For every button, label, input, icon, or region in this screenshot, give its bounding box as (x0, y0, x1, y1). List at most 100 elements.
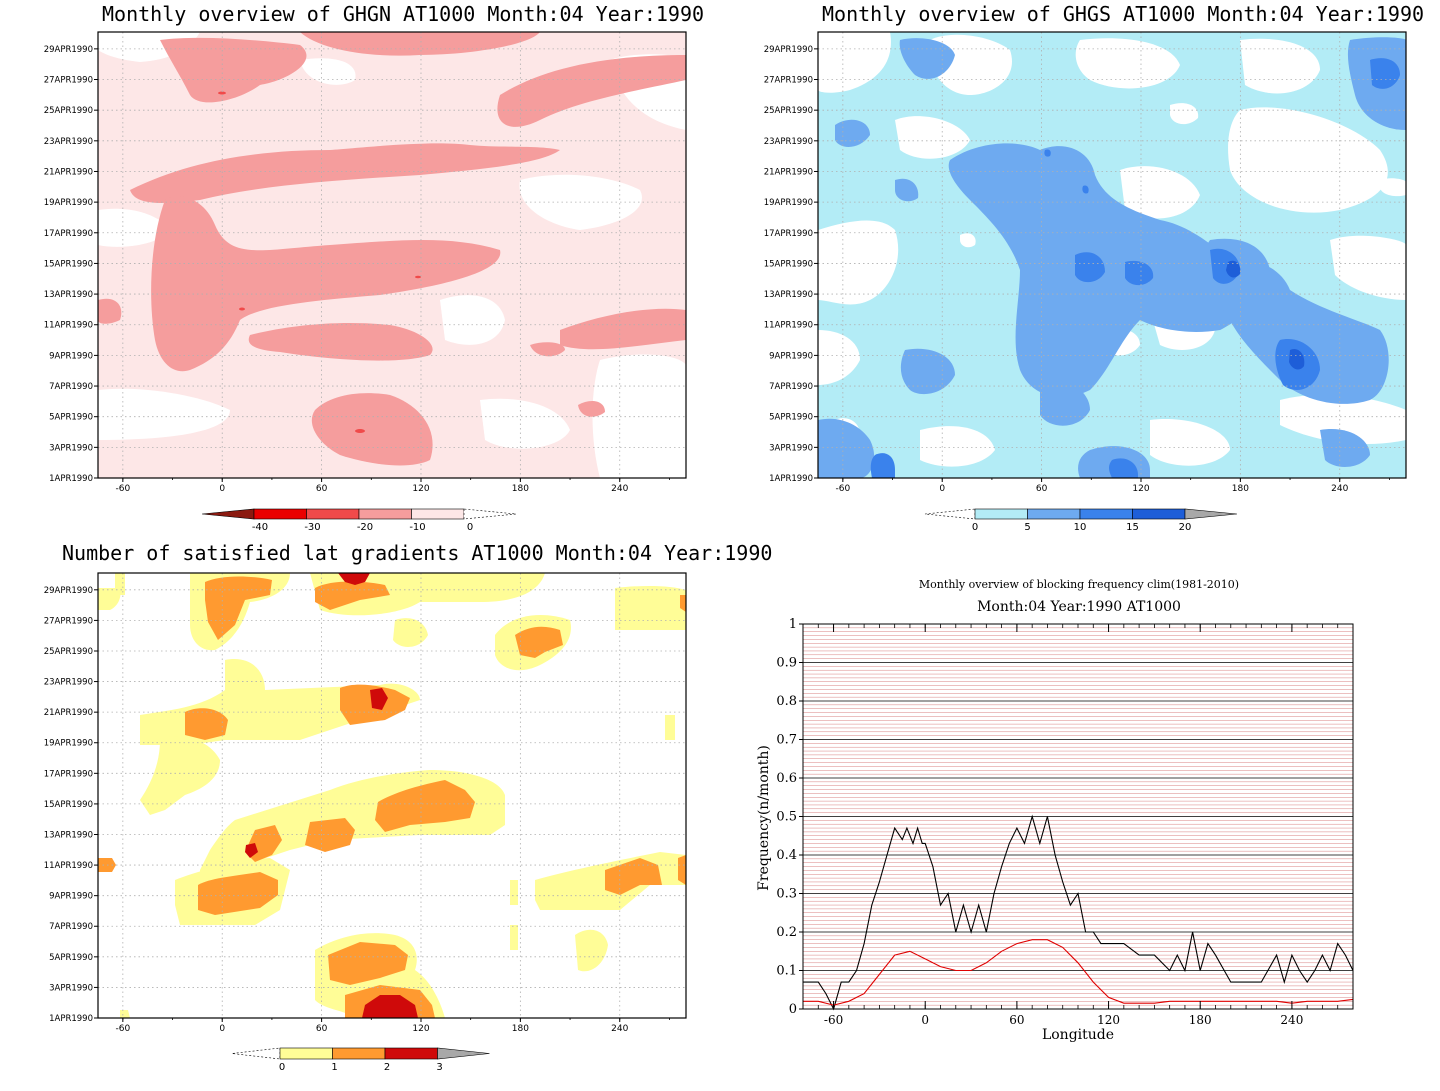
colorbar-label: -30 (304, 522, 320, 533)
panel-title-ghgn: Monthly overview of GHGN AT1000 Month:04… (102, 2, 705, 26)
colorbar-block (332, 1047, 386, 1060)
y-tick-label: 19APR1990 (44, 198, 93, 208)
x-tick-label: 120 (412, 1024, 429, 1034)
colorbar-extend-left (201, 508, 255, 520)
ghgn-colorbar: -40 -30 -20 -10 0 (201, 508, 517, 533)
colorbar-label: 15 (1126, 522, 1139, 533)
colorbar-block (1079, 508, 1133, 520)
colorbar-block (1027, 508, 1081, 520)
colorbar-label: -10 (409, 522, 425, 533)
y-tick-label: 0.1 (776, 964, 797, 979)
colorbar-extend-left (231, 1047, 281, 1060)
panel-title-gradients: Number of satisfied lat gradients AT1000… (62, 541, 773, 565)
x-tick-label: 240 (1331, 484, 1348, 494)
y-tick-label: 21APR1990 (44, 167, 93, 177)
y-tick-label: 15APR1990 (44, 800, 93, 810)
y-tick-label: 19APR1990 (764, 198, 813, 208)
gradients-x-ticks: -60 0 60 120 180 240 (115, 1018, 670, 1034)
colorbar-label: 3 (436, 1062, 442, 1073)
y-tick-label: 0.2 (776, 925, 797, 940)
y-tick-label: 7APR1990 (49, 922, 93, 932)
blocking-frequency-chart: Monthly overview of blocking frequency c… (756, 578, 1354, 1043)
y-tick-label: 7APR1990 (769, 382, 813, 392)
x-tick-label: 60 (1036, 484, 1048, 494)
colorbar-block (306, 508, 360, 520)
ghgs-field (818, 32, 1406, 478)
ghgs-grid (818, 32, 1406, 478)
y-tick-label: 0 (789, 1002, 797, 1017)
y-tick-label: 15APR1990 (44, 259, 93, 269)
colorbar-label: 0 (972, 522, 978, 533)
ghgn-y-ticks: 1APR1990 3APR1990 5APR1990 7APR1990 9APR1990… (44, 45, 98, 484)
line-chart-ylabel: Frequency(n/month) (756, 745, 772, 891)
colorbar-label: 5 (1024, 522, 1030, 533)
x-tick-label: 120 (412, 484, 429, 494)
y-tick-label: 25APR1990 (44, 106, 93, 116)
y-tick-label: 13APR1990 (44, 830, 93, 840)
y-tick-label: 17APR1990 (44, 769, 93, 779)
series-line-black (803, 814, 1354, 1011)
series-line-red (803, 939, 1354, 1006)
x-tick-label: 0 (219, 1024, 225, 1034)
y-tick-label: 9APR1990 (49, 892, 93, 902)
colorbar-label: 1 (331, 1062, 337, 1073)
y-tick-label: 13APR1990 (764, 290, 813, 300)
colorbar-extend-right (1184, 508, 1238, 520)
x-tick-label: 180 (1232, 484, 1249, 494)
x-tick-label: -60 (115, 1024, 130, 1034)
y-tick-label: 5APR1990 (49, 953, 93, 963)
colorbar-block (974, 508, 1028, 520)
colorbar-block (358, 508, 412, 520)
ghgn-heatmap: 1APR1990 3APR1990 5APR1990 7APR1990 9APR1990… (44, 31, 687, 533)
colorbar-label: 0 (467, 522, 473, 533)
gradients-grid (98, 573, 686, 1018)
x-tick-label: -60 (835, 484, 850, 494)
y-tick-label: 0.8 (776, 694, 797, 709)
y-tick-label: 3APR1990 (49, 443, 93, 453)
y-tick-label: 0.3 (776, 887, 797, 902)
y-tick-label: 11APR1990 (44, 861, 93, 871)
y-tick-label: 17APR1990 (764, 229, 813, 239)
y-tick-label: 11APR1990 (44, 321, 93, 331)
x-tick-label: 60 (316, 484, 328, 494)
gradients-colorbar: 0 1 2 3 (231, 1047, 490, 1073)
line-chart-title: Monthly overview of blocking frequency c… (919, 578, 1239, 591)
gradients-heatmap: 1APR1990 3APR1990 5APR1990 7APR1990 9APR1990… (44, 572, 687, 1073)
line-chart-y-ticks: 0 0.1 0.2 0.3 0.4 0.5 0.6 0.7 0.8 0.9 1 (776, 617, 803, 1017)
colorbar-label: 2 (384, 1062, 390, 1073)
line-chart-series (803, 814, 1354, 1011)
y-tick-label: 5APR1990 (49, 413, 93, 423)
y-tick-label: 0.7 (776, 733, 797, 748)
ghgs-colorbar: 0 5 10 15 20 (924, 508, 1238, 533)
x-tick-label: -60 (115, 484, 130, 494)
x-tick-label: 0 (219, 484, 225, 494)
y-tick-label: 27APR1990 (44, 76, 93, 86)
ghgn-field (98, 32, 686, 478)
ghgn-x-ticks: -60 0 60 120 180 240 (115, 478, 670, 494)
y-tick-label: 7APR1990 (49, 382, 93, 392)
y-tick-label: 29APR1990 (44, 45, 93, 55)
y-tick-label: 17APR1990 (44, 229, 93, 239)
y-tick-label: 29APR1990 (44, 586, 93, 596)
line-chart-xlabel: Longitude (1042, 1027, 1114, 1043)
colorbar-block (253, 508, 307, 520)
y-tick-label: 23APR1990 (44, 678, 93, 688)
y-tick-label: 13APR1990 (44, 290, 93, 300)
colorbar-block (1132, 508, 1186, 520)
line-chart-subtitle: Month:04 Year:1990 AT1000 (977, 599, 1181, 615)
panel-title-ghgs: Monthly overview of GHGS AT1000 Month:04… (822, 2, 1425, 26)
colorbar-block (411, 508, 465, 520)
y-tick-label: 0.4 (776, 848, 797, 863)
x-tick-label: 120 (1097, 1013, 1120, 1027)
y-tick-label: 27APR1990 (764, 76, 813, 86)
gradients-y-ticks: 1APR1990 3APR1990 5APR1990 7APR1990 9APR1990… (44, 586, 98, 1024)
x-tick-label: 180 (1189, 1013, 1212, 1027)
y-tick-label: 5APR1990 (769, 413, 813, 423)
x-tick-label: 60 (1009, 1013, 1024, 1027)
colorbar-label: -40 (252, 522, 268, 533)
ghgn-grid (98, 32, 686, 478)
y-tick-label: 21APR1990 (44, 708, 93, 718)
colorbar-label: -20 (357, 522, 373, 533)
y-tick-label: 23APR1990 (44, 137, 93, 147)
y-tick-label: 21APR1990 (764, 167, 813, 177)
